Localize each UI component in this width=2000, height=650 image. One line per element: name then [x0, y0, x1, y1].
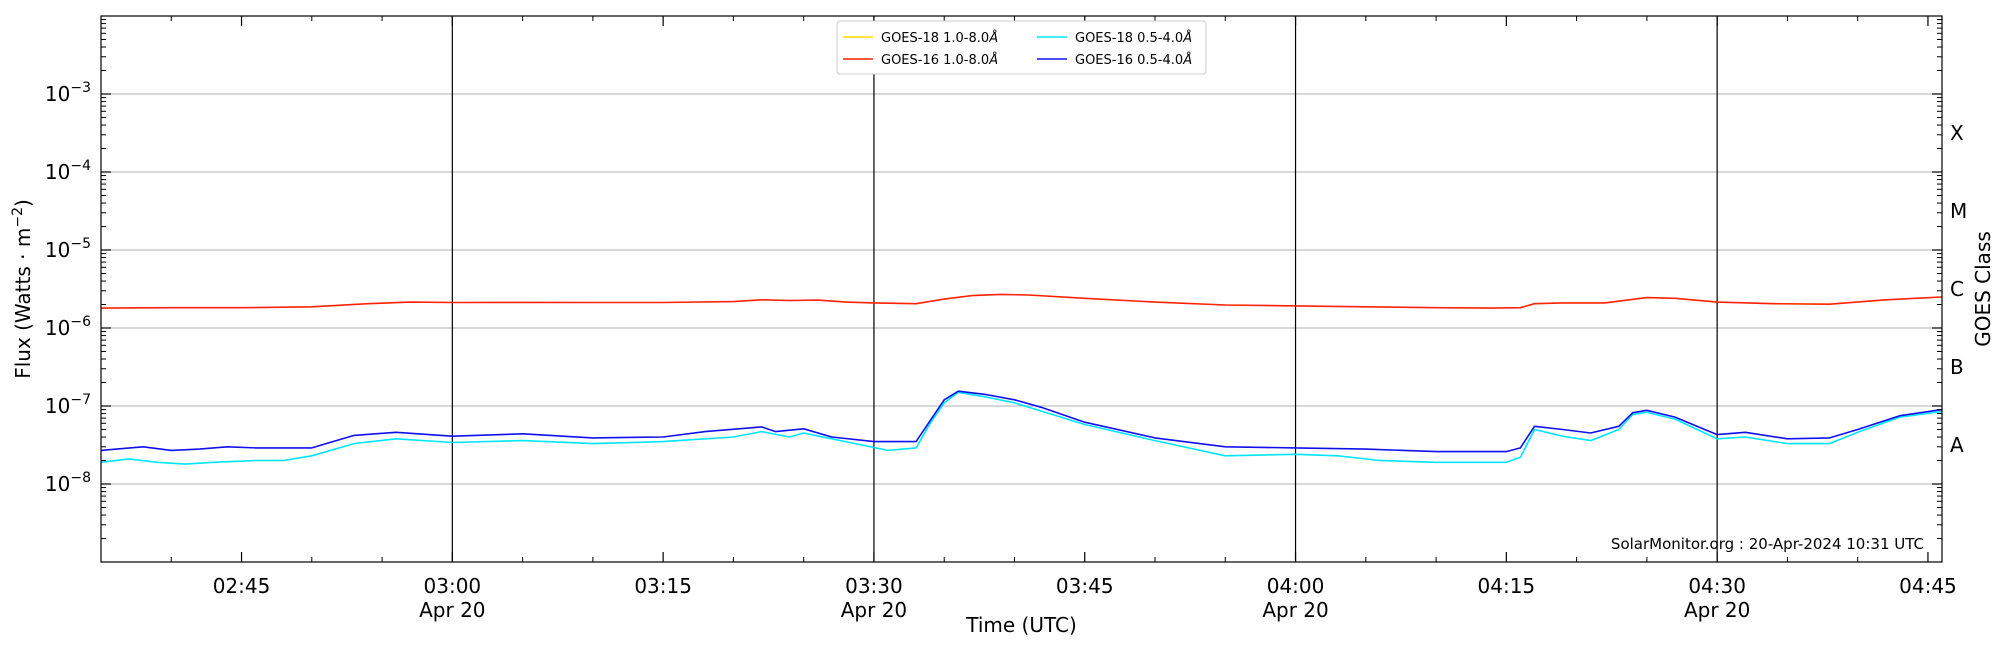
legend-unit: Å: [1182, 30, 1192, 46]
y-tick-label-4: 10−4: [45, 158, 91, 184]
y-tick-mantissa: 10: [45, 238, 70, 262]
legend-series-name: GOES-18 0.5-4.0: [1075, 31, 1183, 46]
goes-class-a: A: [1950, 433, 1964, 457]
y-tick-exponent: −4: [70, 158, 91, 174]
y-tick-label-2: 10−6: [45, 314, 91, 340]
y-axis-title-main: Flux (Watts · m: [11, 228, 35, 379]
legend-box: [836, 20, 1207, 75]
legend-unit: Å: [988, 52, 998, 68]
x-tick-label-1: 03:00: [424, 574, 482, 598]
y-tick-mantissa: 10: [45, 82, 70, 106]
y-tick-label-0: 10−8: [45, 470, 91, 496]
series-line-3: [100, 390, 1943, 453]
goes-class-b: B: [1950, 355, 1964, 379]
axis-ticks: [100, 16, 1942, 562]
legend-unit: Å: [1182, 52, 1192, 68]
x-tick-label-8: 04:45: [1899, 574, 1957, 598]
y-tick-exponent: −6: [70, 314, 91, 330]
x-tick-date-7: Apr 20: [1684, 598, 1750, 622]
credit-text: SolarMonitor.org : 20-Apr-2024 10:31 UTC: [1611, 535, 1924, 553]
x-tick-label-2: 03:15: [634, 574, 692, 598]
x-tick-date-5: Apr 20: [1262, 598, 1328, 622]
legend-series-name: GOES-16 0.5-4.0: [1075, 53, 1183, 68]
y-tick-label-3: 10−5: [45, 236, 91, 262]
y-axis-title: Flux (Watts · m−2): [10, 199, 35, 379]
legend-label-0: GOES-18 1.0-8.0Å: [881, 30, 998, 46]
y-tick-exponent: −7: [70, 392, 91, 408]
legend-unit: Å: [988, 30, 998, 46]
x-tick-date-1: Apr 20: [419, 598, 485, 622]
legend: GOES-18 1.0-8.0Å GOES-18 0.5-4.0ÅGOES-16 …: [836, 20, 1207, 75]
goes-class-x: X: [1950, 121, 1964, 145]
y-tick-label-5: 10−3: [45, 80, 91, 106]
goes-class-c: C: [1950, 277, 1964, 301]
y-axis-title-exponent: −2: [10, 207, 26, 228]
x-tick-label-3: 03:30: [845, 574, 903, 598]
grid-lines: [101, 93, 1942, 485]
y-tick-mantissa: 10: [45, 316, 70, 340]
goes-class-m: M: [1950, 199, 1967, 223]
y-tick-mantissa: 10: [45, 472, 70, 496]
x-tick-date-3: Apr 20: [841, 598, 907, 622]
legend-series-name: GOES-16 1.0-8.0: [881, 53, 989, 68]
x-tick-label-6: 04:15: [1478, 574, 1536, 598]
y-tick-mantissa: 10: [45, 160, 70, 184]
y-axis-title-close: ): [11, 199, 35, 207]
series-line-1: [100, 293, 1943, 309]
x-tick-label-7: 04:30: [1688, 574, 1746, 598]
legend-series-name: GOES-18 1.0-8.0: [881, 31, 989, 46]
date-boundary-lines: [451, 16, 1718, 562]
y-tick-exponent: −8: [70, 470, 91, 486]
x-tick-label-5: 04:00: [1267, 574, 1325, 598]
x-axis-title: Time (UTC): [965, 613, 1077, 637]
series-lines: [100, 293, 1943, 465]
goes-class-labels: A B C M X: [1950, 121, 1967, 457]
x-tick-label-0: 02:45: [213, 574, 271, 598]
y-tick-mantissa: 10: [45, 394, 70, 418]
y-tick-exponent: −3: [70, 80, 91, 96]
goes-class-axis-title: GOES Class: [1971, 231, 1995, 347]
legend-label-3: GOES-16 0.5-4.0Å: [1075, 52, 1192, 68]
y-tick-exponent: −5: [70, 236, 91, 252]
legend-label-1: GOES-16 1.0-8.0Å: [881, 52, 998, 68]
y-tick-label-1: 10−7: [45, 392, 91, 418]
plot-frame: [100, 15, 1943, 563]
x-tick-label-4: 03:45: [1056, 574, 1114, 598]
series-line-2: [100, 391, 1943, 465]
y-tick-labels: 10−810−710−610−510−410−3: [45, 80, 91, 496]
legend-label-2: GOES-18 0.5-4.0Å: [1075, 30, 1192, 46]
